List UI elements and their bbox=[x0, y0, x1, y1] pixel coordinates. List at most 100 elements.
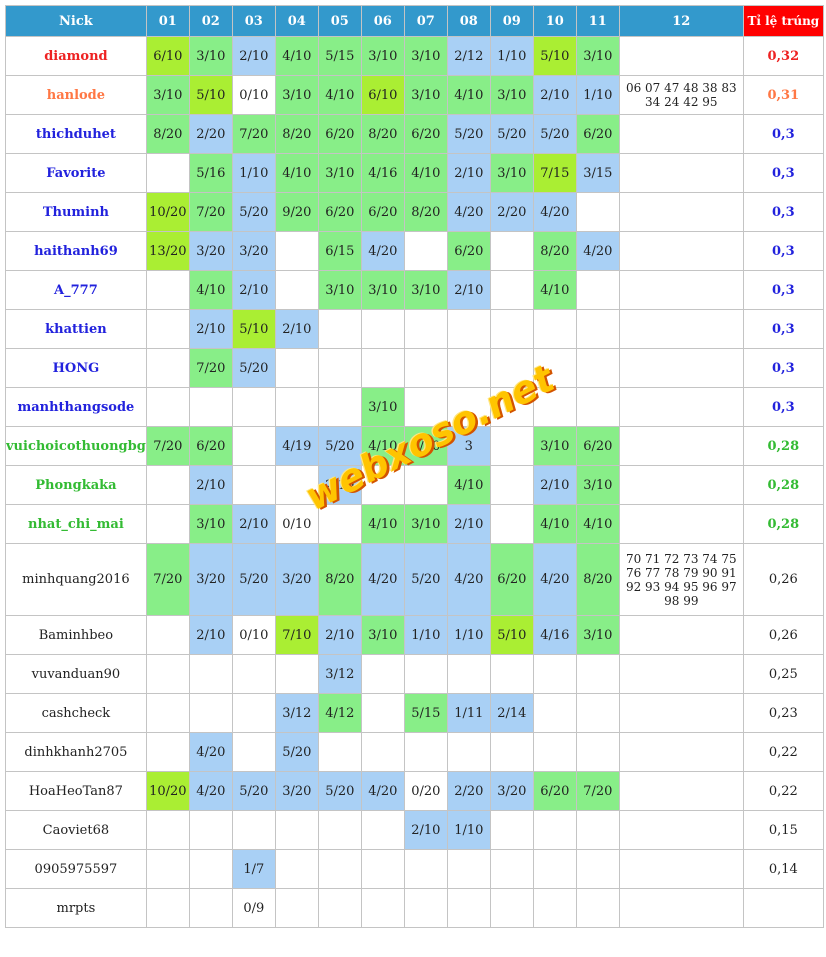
nick-cell[interactable]: nhat_chi_mai bbox=[5, 504, 147, 544]
score-cell: 6/20 bbox=[188, 426, 233, 466]
score-cell: 6/20 bbox=[317, 114, 362, 154]
score-cell: 6/15 bbox=[317, 231, 362, 271]
score-cell: 7/20 bbox=[188, 348, 233, 388]
rate-cell: 0,26 bbox=[742, 615, 824, 655]
rate-cell: 0,23 bbox=[742, 693, 824, 733]
nick-cell[interactable]: dinhkhanh2705 bbox=[5, 732, 147, 772]
rate-cell: 0,3 bbox=[742, 231, 824, 271]
score-cell bbox=[618, 114, 744, 154]
score-cell bbox=[618, 465, 744, 505]
score-cell: 0/10 bbox=[231, 615, 276, 655]
score-cell bbox=[360, 309, 405, 349]
score-cell: 4/16 bbox=[532, 615, 577, 655]
nick-cell[interactable]: khattien bbox=[5, 309, 147, 349]
score-cell bbox=[489, 465, 534, 505]
score-cell: 6/20 bbox=[532, 771, 577, 811]
nick-cell[interactable]: A_777 bbox=[5, 270, 147, 310]
score-cell bbox=[489, 810, 534, 850]
score-cell bbox=[618, 309, 744, 349]
nick-cell[interactable]: HoaHeoTan87 bbox=[5, 771, 147, 811]
table-row: 0905975597 1/7 0,14 bbox=[5, 849, 824, 889]
score-cell bbox=[145, 732, 190, 772]
score-cell bbox=[532, 309, 577, 349]
score-cell bbox=[145, 270, 190, 310]
nick-cell[interactable]: hanlode bbox=[5, 75, 147, 115]
nick-cell[interactable]: Baminhbeo bbox=[5, 615, 147, 655]
table-row: Phongkaka 2/10 2/10 4/10 2/10 3/10 0,28 bbox=[5, 465, 824, 505]
score-cell bbox=[532, 348, 577, 388]
score-cell: 3/10 bbox=[403, 426, 448, 466]
score-cell bbox=[446, 732, 491, 772]
table-row: vuvanduan90 3/12 0,25 bbox=[5, 654, 824, 694]
score-cell: 4/12 bbox=[317, 693, 362, 733]
score-cell: 4/10 bbox=[274, 36, 319, 76]
score-cell bbox=[618, 36, 744, 76]
score-cell: 5/20 bbox=[446, 114, 491, 154]
table-row: mrpts 0/9 bbox=[5, 888, 824, 928]
score-cell: 6/20 bbox=[575, 114, 620, 154]
score-cell: 3/20 bbox=[274, 543, 319, 616]
score-cell: 3/12 bbox=[317, 654, 362, 694]
table-row: Thuminh 10/20 7/20 5/20 9/20 6/20 6/20 8/20 4/20… bbox=[5, 192, 824, 232]
rate-cell: 0,25 bbox=[742, 654, 824, 694]
day-column-header: 07 bbox=[403, 5, 448, 37]
score-cell bbox=[575, 732, 620, 772]
score-cell bbox=[618, 810, 744, 850]
score-cell bbox=[618, 771, 744, 811]
score-cell bbox=[360, 693, 405, 733]
score-cell: 3/10 bbox=[403, 36, 448, 76]
score-cell bbox=[145, 693, 190, 733]
nick-cell[interactable]: 0905975597 bbox=[5, 849, 147, 889]
score-cell: 2/10 bbox=[231, 36, 276, 76]
score-cell: 2/10 bbox=[532, 465, 577, 505]
score-cell bbox=[403, 231, 448, 271]
score-cell: 8/20 bbox=[360, 114, 405, 154]
table-row: Caoviet68 2/10 1/10 0,15 bbox=[5, 810, 824, 850]
nick-cell[interactable]: diamond bbox=[5, 36, 147, 76]
table-row: nhat_chi_mai 3/10 2/10 0/10 4/10 3/10 2/10 4/10… bbox=[5, 504, 824, 544]
scoreboard-table: Nick 01 02 03 04 05 06 07 08 09 10 11 12 Tỉ lệ trúng… bbox=[5, 5, 824, 928]
score-cell bbox=[145, 849, 190, 889]
nick-cell[interactable]: Phongkaka bbox=[5, 465, 147, 505]
nick-cell[interactable]: cashcheck bbox=[5, 693, 147, 733]
score-cell: 5/20 bbox=[231, 192, 276, 232]
day-column-header: 06 bbox=[360, 5, 405, 37]
rate-cell: 0,22 bbox=[742, 771, 824, 811]
day-column-header: 05 bbox=[317, 5, 362, 37]
day-column-header: 09 bbox=[489, 5, 534, 37]
score-cell bbox=[618, 849, 744, 889]
score-cell bbox=[532, 810, 577, 850]
nick-cell[interactable]: manhthangsode bbox=[5, 387, 147, 427]
table-row: haithanh69 13/20 3/20 3/20 6/15 4/20 6/20 8/20 4… bbox=[5, 231, 824, 271]
score-cell: 6/20 bbox=[446, 231, 491, 271]
nick-cell[interactable]: Favorite bbox=[5, 153, 147, 193]
nick-cell[interactable]: haithanh69 bbox=[5, 231, 147, 271]
table-row: Favorite 5/16 1/10 4/10 3/10 4/16 4/10 2/10 3/10… bbox=[5, 153, 824, 193]
table-row: cashcheck 3/12 4/12 5/15 1/11 2/14 0,23 bbox=[5, 693, 824, 733]
score-cell bbox=[403, 849, 448, 889]
score-cell bbox=[575, 348, 620, 388]
rate-cell: 0,3 bbox=[742, 270, 824, 310]
score-cell bbox=[188, 888, 233, 928]
nick-cell[interactable]: HONG bbox=[5, 348, 147, 388]
score-cell bbox=[274, 654, 319, 694]
nick-cell[interactable]: mrpts bbox=[5, 888, 147, 928]
table-row: khattien 2/10 5/10 2/10 0,3 bbox=[5, 309, 824, 349]
score-cell bbox=[618, 654, 744, 694]
nick-cell[interactable]: minhquang2016 bbox=[5, 543, 147, 616]
score-cell: 5/20 bbox=[317, 426, 362, 466]
score-cell: 3/20 bbox=[489, 771, 534, 811]
score-cell bbox=[145, 504, 190, 544]
nick-cell[interactable]: vuichoicothuongbg bbox=[5, 426, 147, 466]
nick-cell[interactable]: Thuminh bbox=[5, 192, 147, 232]
score-cell bbox=[360, 810, 405, 850]
day-column-header: 08 bbox=[446, 5, 491, 37]
score-cell: 2/20 bbox=[489, 192, 534, 232]
score-cell bbox=[618, 615, 744, 655]
nick-cell[interactable]: thichduhet bbox=[5, 114, 147, 154]
score-cell bbox=[188, 654, 233, 694]
score-cell: 2/12 bbox=[446, 36, 491, 76]
score-cell: 2/10 bbox=[403, 810, 448, 850]
nick-cell[interactable]: Caoviet68 bbox=[5, 810, 147, 850]
nick-cell[interactable]: vuvanduan90 bbox=[5, 654, 147, 694]
